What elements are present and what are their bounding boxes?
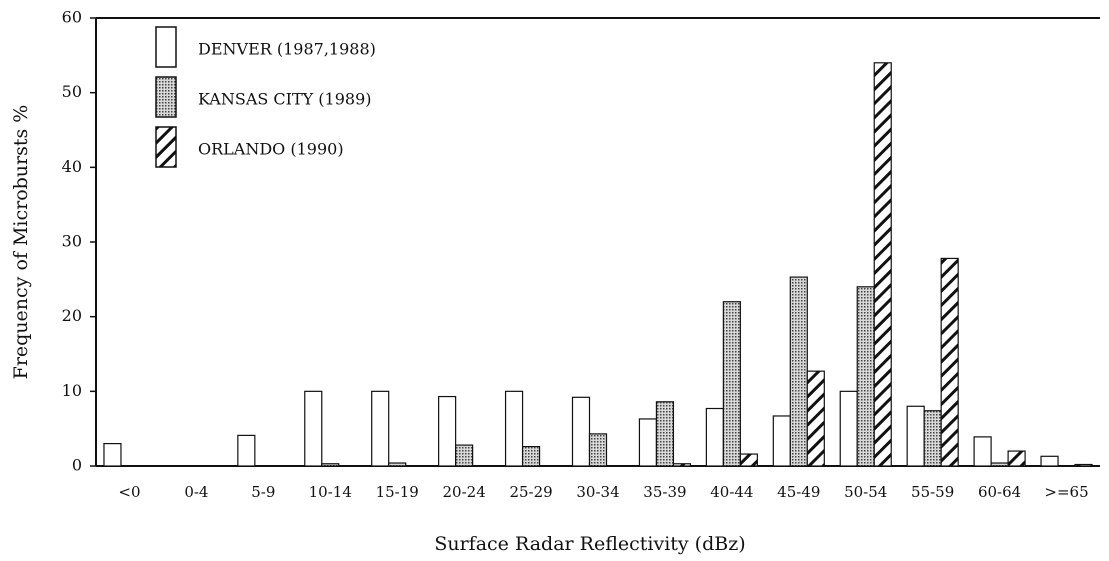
x-tick-label: >=65 [1044,483,1088,501]
bar [588,433,608,467]
bar [521,445,541,467]
bar [638,418,658,467]
bar [990,462,1009,467]
y-tick-label: 0 [72,456,82,475]
y-tick-label: 10 [62,381,82,400]
bar [504,390,524,467]
x-tick-label: 5-9 [251,483,275,501]
bar [321,463,340,467]
x-axis-label: Surface Radar Reflectivity (dBz) [434,533,745,555]
y-tick-label: 50 [62,82,82,101]
bar [789,276,808,467]
bar [923,410,942,467]
legend-swatch [155,76,177,118]
x-tick-label: 0-4 [184,483,208,501]
bar [772,415,791,467]
y-tick-label: 30 [62,232,82,251]
x-tick-label: 20-24 [443,483,486,501]
bar [237,434,256,467]
bar [455,444,474,467]
bar [438,395,457,467]
bar [371,390,390,467]
bar [806,370,825,467]
bar [705,407,724,467]
y-tick-label: 20 [62,306,82,325]
x-tick-label: <0 [118,483,140,501]
legend-label: KANSAS CITY (1989) [198,90,372,109]
bar [906,405,925,467]
bar [739,453,758,467]
x-tick-label: 10-14 [309,483,352,501]
bar [655,401,675,467]
x-tick-label: 40-44 [710,483,753,501]
x-tick-label: 15-19 [376,483,419,501]
legend-label: ORLANDO (1990) [198,140,344,159]
y-axis-label: Frequency of Microbursts % [10,105,32,380]
bar [722,301,741,467]
x-tick-label: 35-39 [643,483,686,501]
bar [973,436,992,467]
x-tick-label: 60-64 [978,483,1021,501]
bar [304,390,323,467]
x-tick-label: 45-49 [777,483,820,501]
legend-swatch [155,126,177,168]
bar [839,390,858,467]
y-tick-label: 60 [62,8,82,27]
x-tick-label: 25-29 [509,483,552,501]
bar [571,396,591,467]
legend-label: DENVER (1987,1988) [198,40,376,59]
bar [940,257,959,467]
x-tick-label: 30-34 [576,483,619,501]
bar [1074,463,1093,467]
bar [672,463,692,467]
bar [1007,450,1026,467]
y-tick-label: 40 [62,157,82,176]
bar [873,62,892,467]
x-tick-label: 55-59 [911,483,954,501]
bar [856,286,875,467]
bar [103,443,122,467]
bar [388,462,407,467]
legend-swatch [155,26,177,68]
x-tick-label: 50-54 [844,483,887,501]
bar [1040,455,1059,467]
